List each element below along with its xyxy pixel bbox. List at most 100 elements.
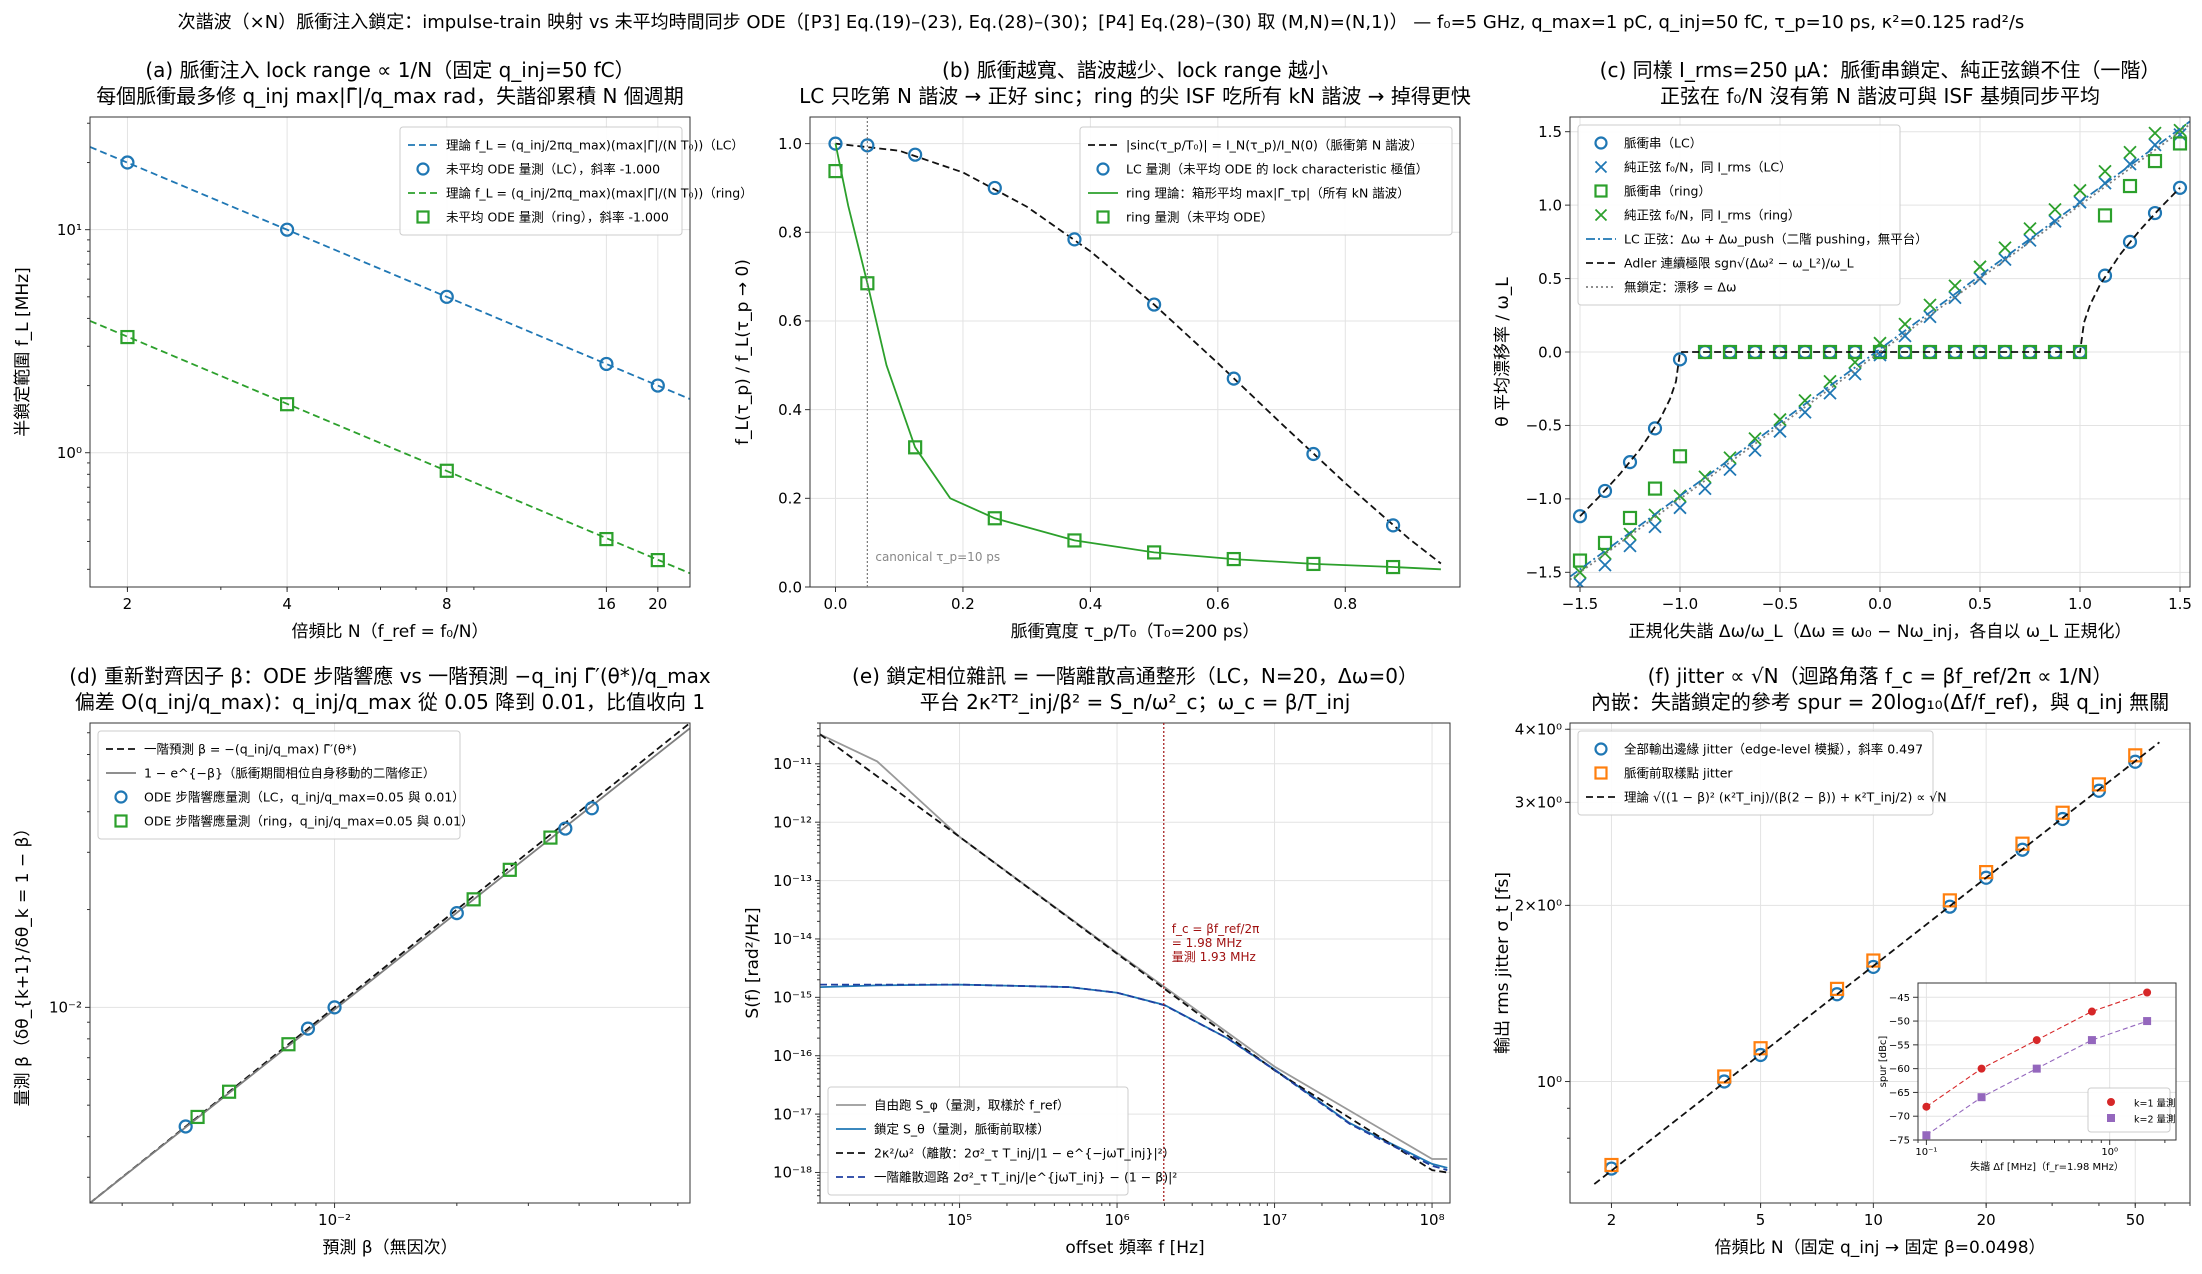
panel-title: (d) 重新對齊因子 β：ODE 步階響應 vs 一階預測 −q_inj Γ̄′… — [69, 664, 711, 688]
tick-label-y: 10⁻¹⁵ — [773, 989, 812, 1007]
series-c-0-point — [2122, 234, 2138, 249]
series-c-1-point — [1673, 501, 1687, 515]
legend-entry: 理論 f_L = (q_inj/2πq_max)(max|Γ̄|/(N T₀))… — [446, 138, 744, 153]
series-d-2-point — [300, 1021, 316, 1036]
y-axis-label: S(f) [rad²/Hz] — [743, 907, 763, 1018]
series-d-2-point — [449, 906, 464, 921]
series-c-0-point — [2147, 205, 2163, 221]
tick-label-y: −0.5 — [1526, 417, 1562, 435]
legend-box — [1577, 730, 1934, 816]
legend-swatch — [1096, 162, 1110, 176]
series-b-2 — [834, 143, 1441, 571]
tick-label-y: 10⁻² — [49, 999, 82, 1017]
series-c-1-point — [1648, 520, 1662, 534]
legend-swatch — [416, 210, 430, 224]
series-c-1-point — [1973, 271, 1987, 286]
tick-label-y: 10⁻¹⁷ — [773, 1105, 812, 1123]
panel-subtitle: 正弦在 f₀/N 沒有第 N 諧波可與 ISF 基頻同步平均 — [1660, 84, 2100, 108]
tick-label-y: 3×10⁰ — [1515, 794, 1562, 812]
y-axis-label: θ 平均漂移率 / ω_L — [1493, 277, 1513, 427]
series-a-3-point — [279, 397, 295, 412]
series-undefined-1-point — [1922, 1131, 1931, 1140]
x-axis-label: 倍頻比 N（f_ref = f₀/N） — [292, 622, 489, 642]
tick-label-y: 10⁻¹⁴ — [773, 930, 812, 948]
series-b-3-point — [1306, 556, 1321, 572]
tick-label-x: 4 — [282, 595, 292, 613]
panel-title: (c) 同樣 I_rms=250 μA：脈衝串鎖定、純正弦鎖不住（一階） — [1600, 58, 2161, 82]
tick-label-y: 1.0 — [1538, 196, 1562, 214]
series-c-6 — [1570, 123, 2190, 581]
series-c-3-point — [1973, 260, 1987, 274]
series-f-1-point — [1717, 1069, 1732, 1084]
series-c-1-point — [2123, 157, 2137, 171]
series-c-2-point — [2122, 178, 2138, 194]
series-b-1-point — [828, 136, 843, 151]
inset-fit-line — [1926, 991, 2148, 1108]
tick-label-y: −1.5 — [1526, 564, 1562, 582]
panel-subtitle: 平台 2κ²T²_inj/β² = S_n/ω²_c；ω_c = β/T_inj — [920, 690, 1351, 714]
legend-entry: 1 − e^{−β}（脈衝期間相位自身移動的二階修正） — [144, 766, 435, 781]
legend-swatch — [1594, 160, 1608, 174]
legend-swatch — [1594, 208, 1608, 222]
series-c-2-point — [2147, 153, 2163, 169]
tick-label-x: 0.0 — [824, 595, 848, 613]
tick-label-y: −50 — [1889, 1017, 1910, 1028]
legend-swatch — [1594, 766, 1608, 780]
series-f-2-line — [1593, 741, 2160, 1185]
series-b-1-point — [1226, 371, 1241, 386]
series-c-5-line — [1579, 187, 2181, 517]
axes-frame — [89, 722, 691, 1204]
series-d-3-point — [466, 892, 481, 907]
series-b-3-point — [1385, 559, 1401, 575]
series-c-3-point — [2073, 183, 2087, 198]
x-axis-label: 倍頻比 N（固定 q_inj → 固定 β=0.0498） — [1714, 1238, 2045, 1258]
series-d-3-point — [221, 1084, 237, 1099]
tick-label-x: 10⁶ — [1104, 1211, 1129, 1229]
tick-label-y: 0.0 — [778, 578, 802, 596]
series-c-0-point — [1622, 455, 1638, 470]
series-c-2-point — [1597, 535, 1613, 551]
tick-label-x: 2 — [1607, 1211, 1617, 1229]
series-c-1-point — [2148, 138, 2162, 152]
legend-entry: 理論 √((1 − β)² (κ²T_inj)/(β(2 − β)) + κ²T… — [1624, 790, 1947, 805]
y-axis-label: 半鎖定範圍 f_L [MHz] — [13, 267, 33, 436]
figure-suptitle: 次諧波（×N）脈衝注入鎖定：impulse-train 映射 vs 未平均時間同… — [178, 12, 2025, 33]
series-c-0-point — [1647, 421, 1663, 436]
tick-label-y: 10⁻¹³ — [773, 872, 812, 890]
series-d-3-point — [543, 830, 558, 845]
legend-swatch — [1096, 210, 1110, 224]
tick-label-y: 10⁻¹⁸ — [773, 1164, 812, 1182]
series-c-3-point — [1623, 527, 1637, 541]
series-c-3-point — [2048, 202, 2062, 217]
legend-entry: LC 量測（未平均 ODE 的 lock characteristic 極值） — [1126, 162, 1428, 177]
tick-label-y: 0.5 — [1538, 270, 1562, 288]
tick-label-x: 0.6 — [1206, 595, 1230, 613]
series-b-3-point — [828, 163, 843, 179]
series-c-2-point — [1997, 344, 2013, 360]
legend-entry: 脈衝串（ring） — [1624, 184, 1711, 199]
series-a-1-point — [279, 222, 295, 237]
tick-label-x: 1.0 — [2068, 595, 2092, 613]
legend-entry: 未平均 ODE 量測（LC），斜率 -1.000 — [446, 162, 660, 177]
series-d-3-point — [281, 1037, 296, 1052]
series-d-3-point — [190, 1109, 205, 1125]
legend-entry: ODE 步階響應量測（ring，q_inj/q_max=0.05 與 0.01） — [144, 814, 474, 829]
series-d-2-point — [584, 801, 599, 816]
tick-label-x: 0.2 — [951, 595, 975, 613]
panel-b: 0.0 0.2 0.4 0.6 0.8 0.0 0.2 0.4 0.6 0.8 1.0 脈衝寬度 τ_… — [733, 58, 1471, 642]
series-c-3-point — [1773, 412, 1787, 427]
series-c-3-point — [2148, 126, 2162, 140]
series-c-1-point — [1948, 291, 1962, 305]
tick-label-y: 4×10⁰ — [1515, 721, 1562, 739]
series-b-1-point — [908, 147, 923, 162]
tick-label-x: 0.5 — [1968, 595, 1992, 613]
panel-subtitle: 每個脈衝最多修 q_inj max|Γ̄|/q_max rad，失諧卻累積 N … — [96, 84, 684, 108]
series-c-3-point — [1998, 241, 2012, 255]
panel-title: (a) 脈衝注入 lock range ∝ 1/N（固定 q_inj=50 fC… — [145, 58, 634, 82]
series-c-0-point — [1597, 483, 1613, 499]
panel-d: 10⁻² 10⁻² 預測 β（無因次） 量測 β（δθ_{k+1}/δθ_k = 1 … — [13, 664, 711, 1258]
tick-label-x: 8 — [442, 595, 452, 613]
legend-box — [97, 730, 461, 840]
series-b-1-point — [1306, 446, 1321, 462]
series-c-2-point — [2072, 344, 2088, 360]
